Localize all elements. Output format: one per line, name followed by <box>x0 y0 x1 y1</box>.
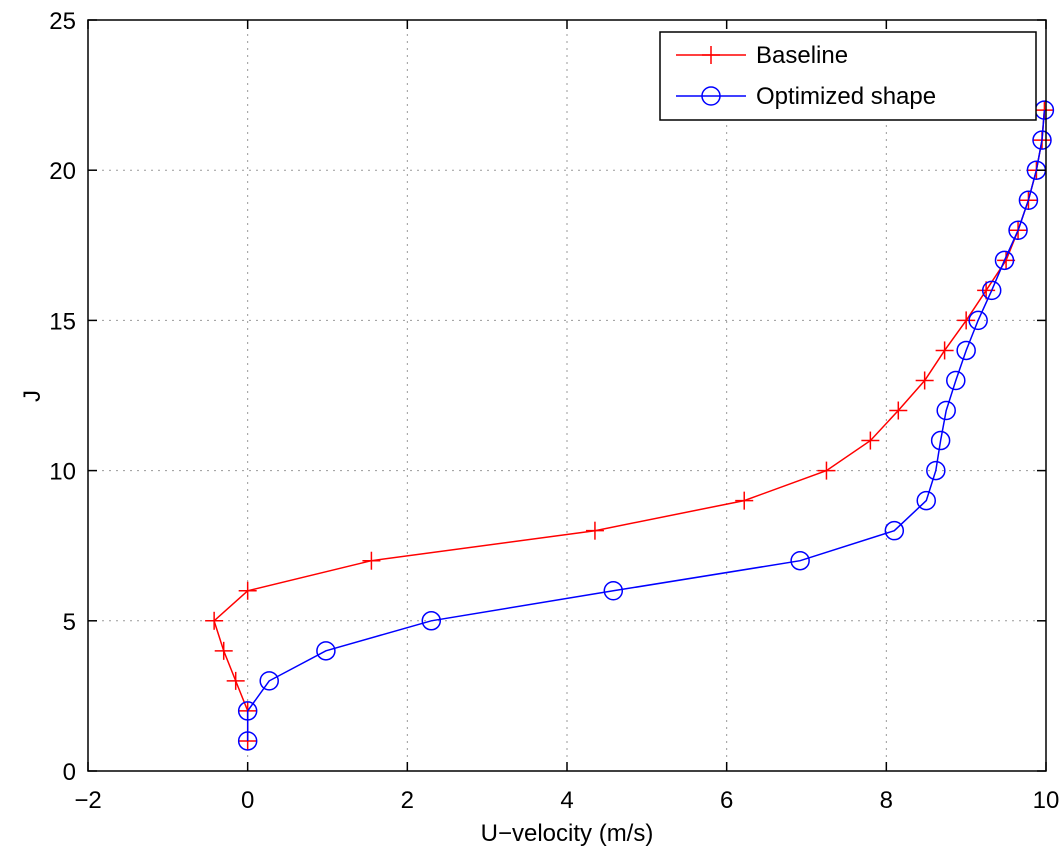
legend-label-optimized: Optimized shape <box>756 83 936 110</box>
data-point-baseline <box>226 671 245 690</box>
data-point-baseline <box>585 521 604 540</box>
data-point-optimized <box>1032 130 1052 150</box>
data-point-optimized <box>1008 220 1028 241</box>
x-tick-label: −2 <box>74 787 101 814</box>
data-point-optimized <box>930 430 951 451</box>
x-tick-label: 0 <box>241 787 254 814</box>
legend-label-baseline: Baseline <box>756 42 848 69</box>
x-tick-label: 8 <box>880 787 893 814</box>
data-point-baseline <box>861 431 880 450</box>
legend: Baseline Optimized shape <box>659 31 1037 121</box>
x-axis-label: U−velocity (m/s) <box>481 820 654 847</box>
data-point-optimized <box>956 340 976 361</box>
x-tick-label: 6 <box>720 787 733 814</box>
y-tick-label: 0 <box>63 759 76 786</box>
data-point-optimized <box>916 490 936 511</box>
data-point-baseline <box>214 641 233 660</box>
data-point-baseline <box>889 401 908 420</box>
legend-box <box>659 31 1037 121</box>
data-point-optimized <box>968 310 988 331</box>
series-line-optimized <box>246 110 1046 741</box>
plot-area <box>88 20 1046 771</box>
data-point-baseline <box>205 611 224 630</box>
data-point-baseline <box>957 311 976 330</box>
ticks <box>87 19 1047 772</box>
data-point-optimized <box>237 701 258 721</box>
data-point-optimized <box>981 280 1002 301</box>
data-point-optimized <box>259 671 279 691</box>
x-tick-label: 2 <box>401 787 414 814</box>
legend-marker-baseline <box>702 46 720 64</box>
y-axis-label: J <box>19 390 46 402</box>
data-point-optimized <box>946 370 966 391</box>
y-tick-label: 15 <box>49 308 76 335</box>
data-point-baseline <box>735 491 754 510</box>
data-point-optimized <box>994 250 1015 271</box>
data-point-optimized <box>1018 190 1039 210</box>
y-tick-label: 10 <box>49 459 76 486</box>
data-point-baseline <box>238 581 257 600</box>
data-point-optimized <box>603 581 624 601</box>
data-point-baseline <box>817 461 836 480</box>
y-tick-label: 5 <box>63 609 76 636</box>
data-point-optimized <box>237 731 258 751</box>
data-point-optimized <box>421 611 442 631</box>
legend-marker-optimized <box>701 86 721 106</box>
data-point-optimized <box>936 400 956 421</box>
data-point-optimized <box>316 641 336 661</box>
grid-lines <box>88 20 1046 771</box>
x-tick-label: 10 <box>1033 787 1060 814</box>
data-point-baseline <box>997 251 1016 270</box>
data-point-optimized <box>884 520 905 541</box>
x-tick-label: 4 <box>560 787 573 814</box>
series-layer <box>205 100 1055 751</box>
data-point-optimized <box>790 550 810 571</box>
y-tick-label: 25 <box>49 8 76 35</box>
data-point-baseline <box>935 341 954 360</box>
data-point-baseline <box>915 371 934 390</box>
y-tick-label: 20 <box>49 158 76 185</box>
data-point-baseline <box>362 551 381 570</box>
data-point-optimized <box>926 460 946 481</box>
